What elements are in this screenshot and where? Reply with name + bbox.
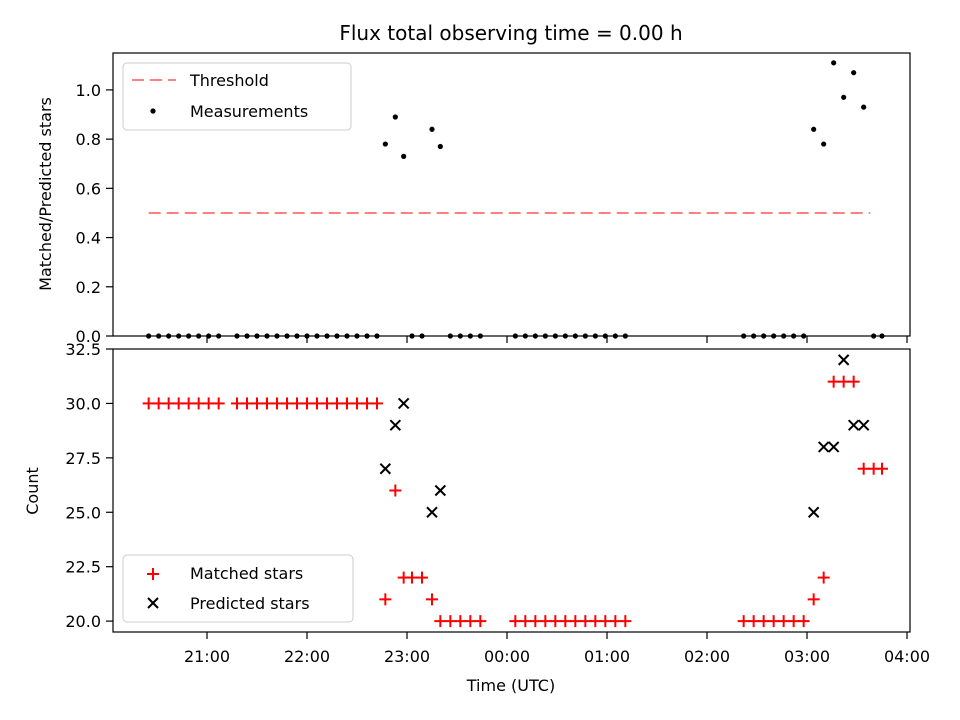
measurement-point	[401, 153, 407, 159]
matched-stars-legend-swatch	[147, 568, 159, 580]
x-tick-label: 23:00	[384, 647, 430, 666]
predicted-star-point	[837, 354, 850, 366]
ratio-y-tick-label: 0.4	[76, 229, 101, 248]
x-tick-label: 03:00	[784, 647, 830, 666]
ratio-y-tick-label: 1.0	[76, 81, 101, 100]
count-y-tick-label: 22.5	[65, 558, 101, 577]
measurement-point	[841, 94, 847, 100]
matched-star-point	[876, 462, 888, 475]
measurement-point	[821, 141, 827, 147]
predicted-stars-points	[379, 354, 870, 518]
ratio-y-tick-label: 0.0	[76, 327, 101, 346]
measurement-point	[811, 126, 817, 132]
ratio-legend-box	[122, 62, 352, 131]
measurement-point	[429, 126, 435, 132]
count-y-axis-label: Count	[23, 467, 42, 515]
matched-stars-legend-label: Matched stars	[190, 564, 303, 583]
matched-star-point	[426, 593, 438, 606]
predicted-stars-legend-swatch	[147, 597, 159, 609]
count-x-ticks: 21:00 22:00 23:00 00:00 01:00 02:00 03:00 04:00	[184, 632, 930, 666]
count-y-tick-label: 20.0	[65, 612, 101, 631]
measurement-point	[437, 143, 443, 150]
ratio-plot-frame	[112, 52, 911, 337]
x-tick-label: 21:00	[184, 647, 230, 666]
measurement-point	[831, 60, 837, 66]
predicted-stars-legend-label: Predicted stars	[190, 594, 310, 613]
predicted-star-point	[827, 441, 840, 453]
count-y-tick-label: 30.0	[65, 394, 101, 413]
x-tick-label: 02:00	[684, 647, 730, 666]
predicted-star-point	[426, 506, 438, 518]
matched-star-point	[797, 615, 810, 628]
measurement-point	[861, 104, 867, 110]
matched-star-point	[817, 571, 830, 584]
x-tick-label: 22:00	[284, 647, 330, 666]
matched-star-point	[474, 615, 487, 628]
count-y-tick-label: 32.5	[65, 340, 101, 359]
predicted-star-point	[389, 419, 402, 431]
matched-star-point	[379, 593, 392, 606]
matched-star-point	[389, 484, 402, 497]
predicted-star-point	[397, 397, 410, 410]
count-y-tick-label: 27.5	[65, 449, 101, 468]
x-tick-label: 01:00	[584, 647, 630, 666]
measurement-point	[851, 70, 857, 76]
count-y-ticks: 20.0 22.5 25.0 27.5 30.0 32.5	[65, 340, 113, 631]
predicted-star-point	[434, 484, 447, 497]
ratio-y-tick-label: 0.2	[76, 278, 101, 297]
ratio-panel: 0.0 0.2 0.4 0.6 0.8 1.0 Matched/Predicted sta…	[36, 52, 911, 346]
x-tick-label: 04:00	[884, 647, 930, 666]
predicted-star-point	[817, 441, 830, 453]
ratio-x-ticks	[206, 336, 908, 343]
x-tick-label: 00:00	[484, 647, 530, 666]
ratio-y-tick-label: 0.8	[76, 130, 101, 149]
chart-title: Flux total observing time = 0.00 h	[339, 21, 682, 45]
count-panel: 20.0 22.5 25.0 27.5 30.0 32.5 21:00 22:00 23:00…	[23, 340, 930, 695]
matched-star-point	[619, 615, 632, 628]
matched-star-point	[807, 593, 820, 606]
count-legend-box	[122, 554, 354, 623]
x-axis-label: Time (UTC)	[466, 676, 555, 695]
measurement-point	[392, 114, 398, 120]
predicted-star-point	[807, 506, 820, 518]
matched-star-point	[416, 571, 428, 584]
matched-stars-points	[142, 375, 888, 628]
predicted-star-point	[857, 419, 870, 431]
ratio-y-ticks: 0.0 0.2 0.4 0.6 0.8 1.0	[76, 81, 113, 346]
ratio-y-axis-label: Matched/Predicted stars	[36, 97, 55, 291]
predicted-star-point	[847, 419, 860, 431]
ratio-y-tick-label: 0.6	[76, 179, 101, 198]
predicted-star-point	[379, 463, 392, 475]
measurements-legend-swatch	[150, 108, 156, 114]
matched-star-point	[847, 375, 860, 388]
ratio-legend: Threshold Measurements	[122, 62, 352, 131]
count-plot-frame	[112, 348, 911, 633]
matched-star-point	[212, 397, 225, 410]
count-y-tick-label: 25.0	[65, 503, 101, 522]
threshold-legend-label: Threshold	[189, 71, 269, 90]
measurements-legend-label: Measurements	[190, 102, 308, 121]
count-legend: Matched stars Predicted stars	[122, 554, 354, 623]
measurement-point	[382, 141, 388, 147]
matched-star-point	[371, 397, 383, 410]
